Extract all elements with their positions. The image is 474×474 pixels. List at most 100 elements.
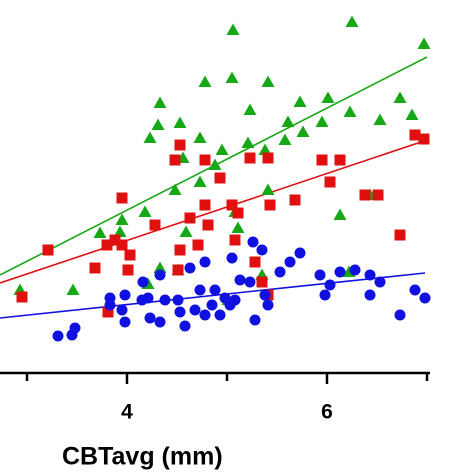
- triangle-point: [215, 143, 229, 155]
- square-point: [124, 249, 136, 261]
- triangle-point: [208, 158, 222, 170]
- triangle-point: [321, 91, 335, 103]
- square-point: [199, 154, 211, 166]
- triangle-point: [138, 205, 152, 217]
- square-point: [184, 212, 196, 224]
- square-point: [262, 152, 274, 164]
- triangle-point: [258, 143, 272, 155]
- circle-point: [214, 309, 226, 321]
- trend-line: [0, 139, 428, 284]
- square-point: [244, 152, 256, 164]
- circle-point: [226, 252, 238, 264]
- circle-point: [247, 236, 259, 248]
- triangle-point: [113, 225, 127, 237]
- triangle-point: [198, 75, 212, 87]
- circle-point: [374, 276, 386, 288]
- circle-point: [159, 294, 171, 306]
- circle-point: [154, 269, 166, 281]
- circle-point: [52, 330, 64, 342]
- triangle-point: [405, 108, 419, 120]
- triangle-point: [281, 115, 295, 127]
- circle-point: [284, 256, 296, 268]
- circle-point: [419, 292, 431, 304]
- circle-point: [249, 314, 261, 326]
- triangle-point: [261, 183, 275, 195]
- triangle-point: [296, 125, 310, 137]
- circle-point: [364, 289, 376, 301]
- triangle-point: [143, 131, 157, 143]
- circle-point: [199, 309, 211, 321]
- circle-point: [319, 289, 331, 301]
- triangle-point: [179, 225, 193, 237]
- triangle-point: [168, 183, 182, 195]
- square-point: [214, 172, 226, 184]
- x-tick-label: 4: [121, 401, 133, 424]
- trend-line: [0, 272, 426, 319]
- circle-point: [364, 269, 376, 281]
- triangle-point: [193, 131, 207, 143]
- square-point: [394, 229, 406, 241]
- circle-point: [349, 264, 361, 276]
- triangle-point: [343, 105, 357, 117]
- square-point: [316, 154, 328, 166]
- circle-point: [229, 294, 241, 306]
- square-point: [174, 244, 186, 256]
- circle-point: [137, 276, 149, 288]
- triangle-point: [173, 116, 187, 128]
- triangle-point: [241, 136, 255, 148]
- triangle-point: [345, 15, 359, 27]
- circle-point: [104, 299, 116, 311]
- square-point: [116, 192, 128, 204]
- triangle-point: [393, 91, 407, 103]
- square-point: [249, 256, 261, 268]
- triangle-point: [373, 113, 387, 125]
- circle-point: [262, 299, 274, 311]
- circle-point: [179, 320, 191, 332]
- circle-point: [324, 279, 336, 291]
- circle-point: [116, 304, 128, 316]
- circle-point: [314, 269, 326, 281]
- circle-point: [209, 284, 221, 296]
- square-point: [109, 234, 121, 246]
- triangle-point: [231, 221, 245, 233]
- triangle-point: [193, 175, 207, 187]
- square-point: [324, 176, 336, 188]
- circle-point: [394, 309, 406, 321]
- triangle-point: [278, 133, 292, 145]
- square-point: [89, 262, 101, 274]
- square-point: [192, 239, 204, 251]
- triangle-point: [293, 95, 307, 107]
- circle-point: [334, 266, 346, 278]
- x-axis-label: CBTavg (mm): [62, 443, 223, 471]
- circle-point: [119, 289, 131, 301]
- square-point: [101, 239, 113, 251]
- circle-point: [234, 274, 246, 286]
- square-point: [264, 199, 276, 211]
- square-point: [172, 264, 184, 276]
- square-point: [42, 244, 54, 256]
- triangle-point: [226, 23, 240, 35]
- square-point: [409, 129, 421, 141]
- circle-point: [294, 247, 306, 259]
- circle-point: [244, 276, 256, 288]
- triangle-point: [153, 261, 167, 273]
- circle-point: [409, 284, 421, 296]
- circle-point: [144, 312, 156, 324]
- triangle-point: [261, 75, 275, 87]
- triangle-point: [417, 37, 431, 49]
- circle-point: [194, 284, 206, 296]
- circle-point: [256, 244, 268, 256]
- triangle-point: [66, 283, 80, 295]
- square-point: [174, 139, 186, 151]
- circle-point: [136, 294, 148, 306]
- square-point: [372, 189, 384, 201]
- circle-point: [206, 299, 218, 311]
- square-point: [169, 154, 181, 166]
- square-point: [122, 264, 134, 276]
- circle-point: [174, 306, 186, 318]
- square-point: [289, 194, 301, 206]
- circle-point: [259, 289, 271, 301]
- x-tick-label: 6: [321, 401, 333, 424]
- square-point: [229, 234, 241, 246]
- square-point: [199, 199, 211, 211]
